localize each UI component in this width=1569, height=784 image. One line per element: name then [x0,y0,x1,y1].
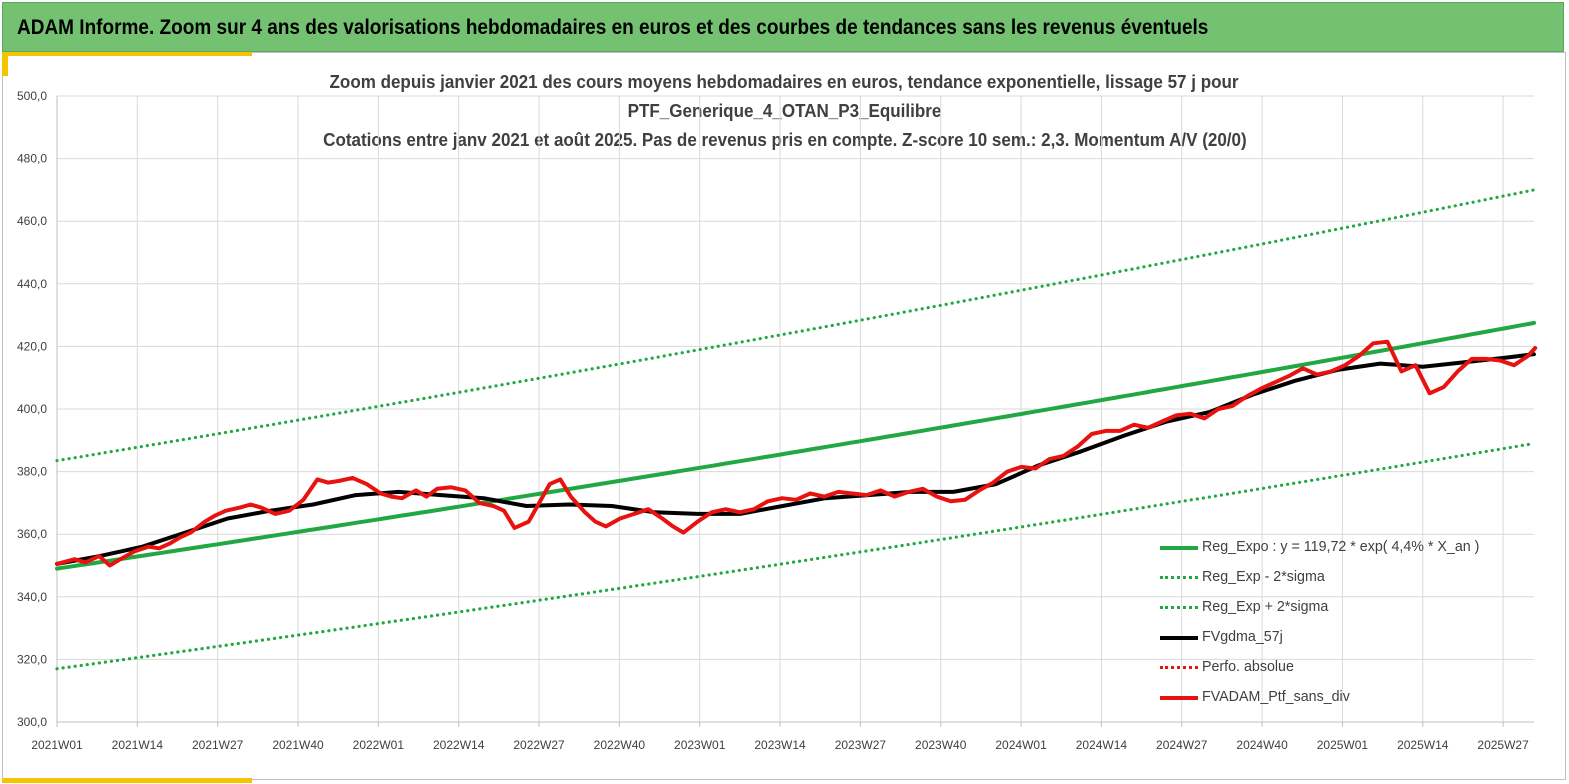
y-tick-label: 500,0 [17,89,47,103]
x-tick-label: 2024W40 [1236,738,1288,752]
series-line-3 [55,352,1536,566]
x-tick-label: 2023W01 [674,738,726,752]
accent-bar-bottom [2,778,252,783]
report-banner: ADAM Informe. Zoom sur 4 ans des valoris… [2,2,1564,52]
chart-frame [2,52,1566,780]
legend-item: FVgdma_57j [1158,623,1538,653]
legend-item: Reg_Expo : y = 119,72 * exp( 4,4% * X_an… [1158,533,1538,563]
legend-label: Reg_Exp + 2*sigma [1202,598,1329,615]
y-tick-label: 400,0 [17,402,47,416]
y-tick-label: 420,0 [17,339,47,353]
x-tick-label: 2024W27 [1156,738,1208,752]
y-tick-label: 460,0 [17,214,47,228]
x-tick-label: 2023W40 [915,738,967,752]
x-tick-label: 2024W14 [1076,738,1128,752]
series-line-1 [55,441,1536,671]
chart-title-line-2: PTF_Generique_4_OTAN_P3_Equilibre [627,100,942,121]
legend-item: Reg_Exp - 2*sigma [1158,563,1538,593]
x-tick-label: 2021W01 [31,738,83,752]
x-tick-label: 2025W01 [1317,738,1369,752]
x-tick-label: 2025W27 [1477,738,1529,752]
y-tick-label: 480,0 [17,152,47,166]
legend-item: FVADAM_Ptf_sans_div [1158,683,1538,713]
legend-label: Reg_Exp - 2*sigma [1202,568,1325,585]
chart-title-line-1: Zoom depuis janvier 2021 des cours moyen… [330,71,1239,92]
series-line-0 [55,320,1536,571]
legend-item: Perfo. absolue [1158,653,1538,683]
legend-label: FVADAM_Ptf_sans_div [1202,688,1350,705]
legend-item: Reg_Exp + 2*sigma [1158,593,1538,623]
legend-swatch [1160,576,1198,579]
x-tick-label: 2023W27 [835,738,887,752]
legend-label: Reg_Expo : y = 119,72 * exp( 4,4% * X_an… [1202,538,1480,555]
y-tick-label: 360,0 [17,527,47,541]
y-tick-label: 440,0 [17,277,47,291]
x-tick-label: 2022W40 [594,738,646,752]
legend-swatch [1160,696,1198,700]
legend-label: FVgdma_57j [1202,628,1283,645]
x-tick-label: 2021W40 [272,738,324,752]
series-line-5 [55,339,1538,568]
legend-swatch [1160,606,1198,609]
x-tick-label: 2021W14 [112,738,164,752]
legend-label: Perfo. absolue [1202,658,1294,675]
chart-title-line-3: Cotations entre janv 2021 et août 2025. … [322,129,1247,150]
y-tick-label: 380,0 [17,465,47,479]
accent-bar-left [2,52,8,76]
y-tick-label: 320,0 [17,652,47,666]
report-banner-title: ADAM Informe. Zoom sur 4 ans des valoris… [17,16,1209,39]
legend-swatch [1160,636,1198,640]
chart-legend: Reg_Expo : y = 119,72 * exp( 4,4% * X_an… [1158,533,1538,713]
legend-swatch [1160,666,1198,669]
x-tick-label: 2022W27 [513,738,565,752]
y-tick-label: 340,0 [17,590,47,604]
accent-bar-top [2,52,252,56]
x-tick-label: 2022W01 [353,738,405,752]
x-tick-label: 2025W14 [1397,738,1449,752]
y-tick-label: 300,0 [17,715,47,729]
x-tick-label: 2023W14 [754,738,806,752]
x-tick-label: 2021W27 [192,738,244,752]
legend-swatch [1160,546,1198,550]
x-tick-label: 2022W14 [433,738,485,752]
x-tick-label: 2024W01 [995,738,1047,752]
series-line-2 [55,188,1536,463]
